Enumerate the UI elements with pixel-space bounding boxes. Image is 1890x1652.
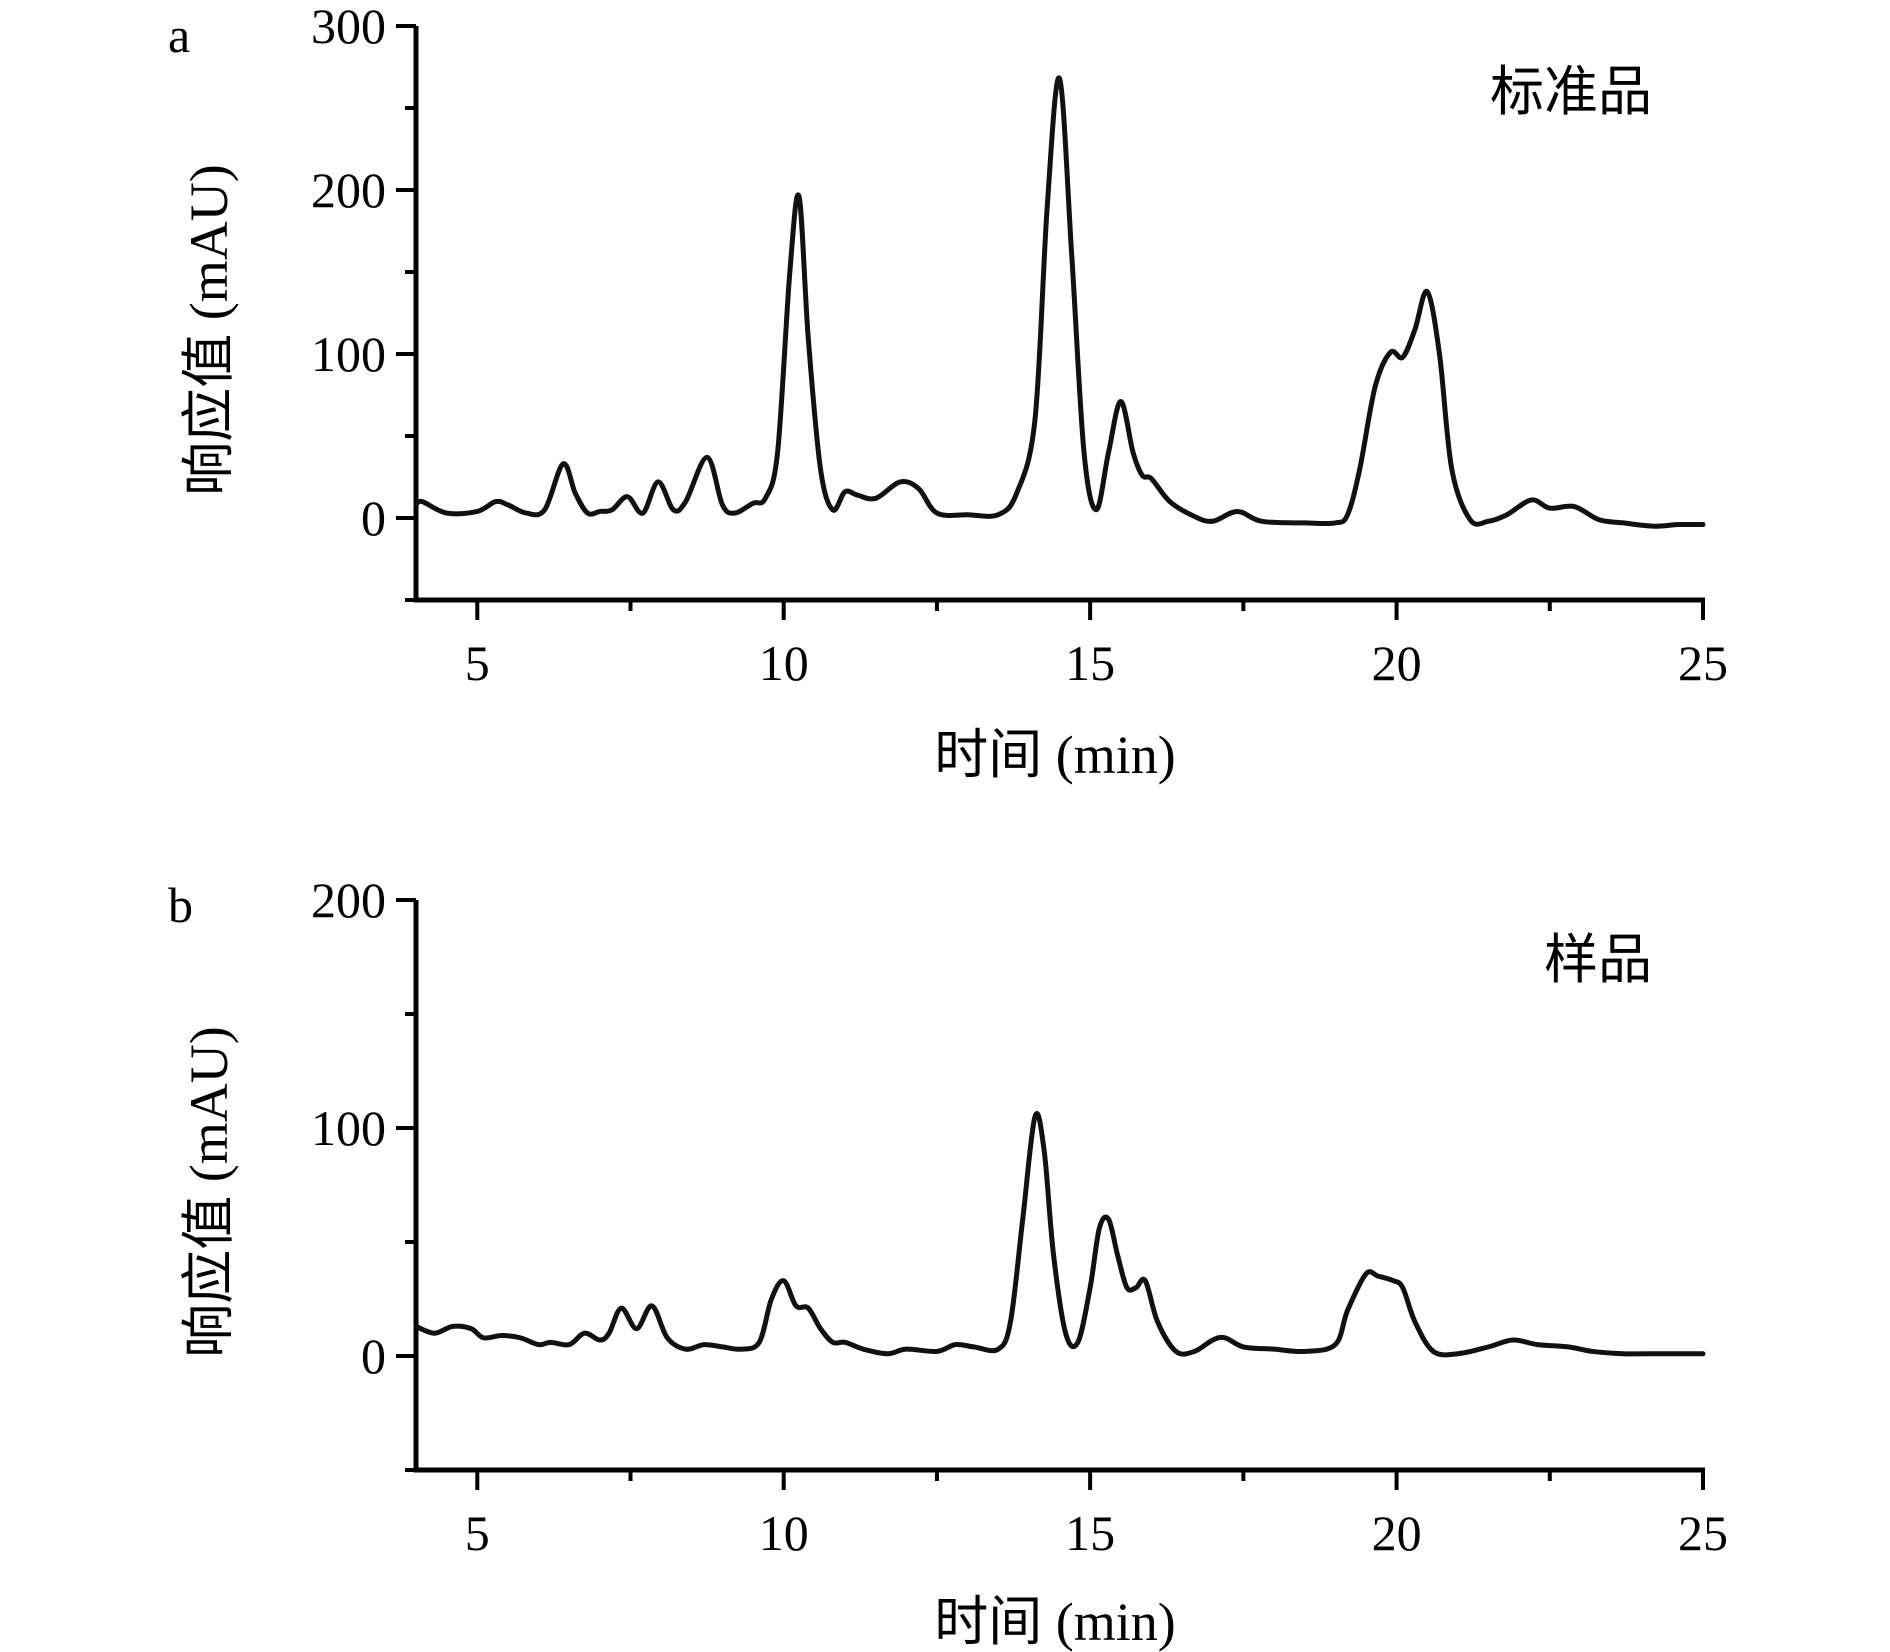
y-tick-label-a: 100 xyxy=(311,326,386,382)
x-axis-title-a: 时间 (min) xyxy=(934,725,1175,785)
x-tick-label-a: 10 xyxy=(759,635,809,691)
panel-annotation-b: 样品 xyxy=(1544,930,1652,990)
series-line-b-0 xyxy=(413,1111,1706,1358)
y-tick-label-a: 200 xyxy=(311,162,386,218)
axes-b xyxy=(413,900,1705,1473)
y-tick-label-b: 200 xyxy=(311,872,386,928)
panel-label-b: b xyxy=(168,877,193,933)
x-tick-label-a: 15 xyxy=(1065,635,1115,691)
chart-panel-b: b 样品 时间 (min) 响应值 (mAU) 0 100 200 5 10 15 20 25 xyxy=(168,872,1728,1652)
x-tick-label-b: 5 xyxy=(465,1505,490,1561)
x-tick-label-b: 25 xyxy=(1678,1505,1728,1561)
x-tick-label-a: 5 xyxy=(465,635,490,691)
y-tick-label-a: 300 xyxy=(311,0,386,54)
x-tick-label-b: 20 xyxy=(1372,1505,1422,1561)
ticks-a: 0 100 200 300 5 10 15 20 25 xyxy=(311,0,1728,691)
y-tick-label-b: 0 xyxy=(361,1328,386,1384)
x-tick-label-a: 25 xyxy=(1678,635,1728,691)
x-tick-label-b: 15 xyxy=(1065,1505,1115,1561)
x-axis-title-b: 时间 (min) xyxy=(934,1592,1175,1652)
series-line-a-0 xyxy=(413,75,1706,529)
series-group-a xyxy=(413,75,1706,529)
y-tick-label-b: 100 xyxy=(311,1100,386,1156)
panel-annotation-a: 标准品 xyxy=(1490,62,1652,122)
x-tick-label-b: 10 xyxy=(759,1505,809,1561)
panel-label-a: a xyxy=(168,7,190,63)
chart-panel-a: a 标准品 时间 (min) 响应值 (mAU) 0 100 200 300 5 10 15… xyxy=(168,0,1728,785)
ticks-b: 0 100 200 5 10 15 20 25 xyxy=(311,872,1728,1561)
x-tick-label-a: 20 xyxy=(1372,635,1422,691)
y-axis-title-b: 响应值 (mAU) xyxy=(179,1026,239,1357)
y-tick-label-a: 0 xyxy=(361,490,386,546)
series-group-b xyxy=(413,1111,1706,1358)
y-axis-title-a: 响应值 (mAU) xyxy=(179,164,239,495)
